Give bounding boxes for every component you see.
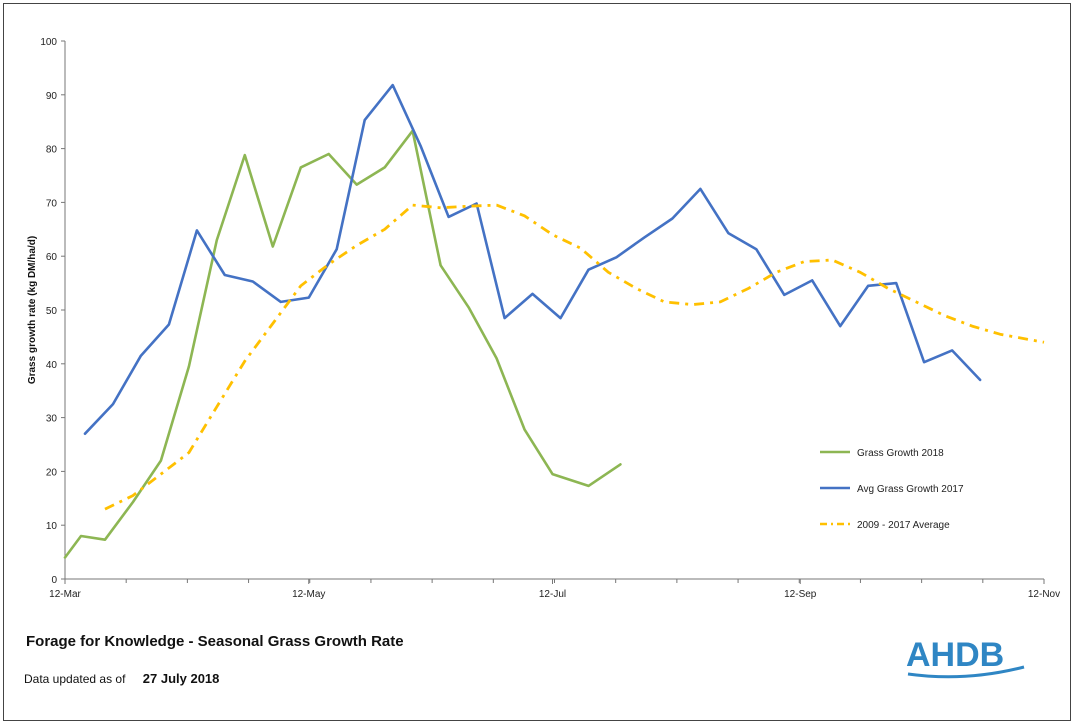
ahdb-logo: AHDB — [906, 636, 1030, 684]
chart-frame — [3, 3, 1071, 721]
y-tick-label: 100 — [40, 37, 57, 48]
logo-swoosh-icon — [907, 665, 1025, 679]
y-tick-label: 10 — [46, 521, 58, 532]
legend-label-0: Grass Growth 2018 — [857, 448, 944, 459]
chart-footer-title: Forage for Knowledge - Seasonal Grass Gr… — [26, 633, 404, 650]
axes: 0 10 20 30 40 50 60 70 80 90 100 12-Mar 12-May 12-Jul… — [27, 37, 1060, 600]
legend-label-1: Avg Grass Growth 2017 — [857, 484, 964, 495]
y-tick-label: 90 — [46, 91, 58, 102]
series-line-0 — [63, 129, 622, 559]
legend-label-2: 2009 - 2017 Average — [857, 520, 950, 531]
legend: Grass Growth 2018 Avg Grass Growth 2017 20… — [820, 448, 964, 531]
y-tick-label: 80 — [46, 145, 58, 156]
x-tick-label: 12-Mar — [49, 589, 81, 600]
y-tick-label: 20 — [46, 467, 58, 478]
logo-text: AHDB — [906, 636, 1005, 674]
series-lines — [63, 83, 1045, 559]
x-tick-label: 12-Sep — [784, 589, 817, 600]
data-updated-value: 27 July 2018 — [142, 671, 220, 686]
x-tick-label: 12-Jul — [539, 589, 566, 600]
y-tick-label: 30 — [46, 414, 58, 425]
y-tick-label: 0 — [51, 575, 57, 586]
x-tick-label: 12-Nov — [1028, 589, 1060, 600]
y-tick-label: 40 — [46, 360, 58, 371]
data-updated-label: Data updated as of — [24, 672, 126, 686]
series-line-1 — [83, 83, 982, 436]
series-line-2 — [104, 203, 1045, 511]
x-tick-label: 12-May — [292, 589, 325, 600]
data-updated: Data updated as of 27 July 2018 — [24, 671, 219, 686]
y-tick-label: 60 — [46, 252, 58, 263]
y-tick-label: 70 — [46, 198, 58, 209]
y-axis-label: Grass growth rate (kg DM/ha/d) — [27, 236, 38, 384]
y-tick-label: 50 — [46, 306, 58, 317]
